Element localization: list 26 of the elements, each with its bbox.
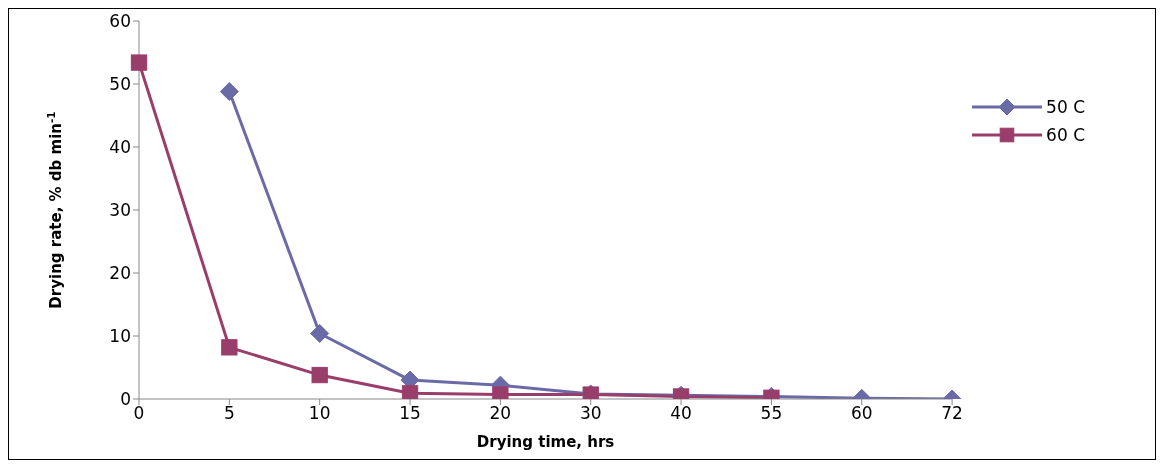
y-tick-label: 20: [109, 263, 131, 284]
point: [401, 385, 419, 399]
y-tick-label: 10: [109, 326, 131, 347]
x-tick-label: 0: [133, 403, 145, 424]
legend-label: 50 C: [1046, 97, 1085, 117]
point: [219, 82, 239, 102]
y-tick-label: 60: [109, 11, 131, 32]
point: [221, 339, 238, 356]
y-tick-label: 50: [109, 74, 131, 95]
x-tick-label: 10: [308, 403, 331, 424]
point: [311, 366, 328, 384]
x-tick-label: 40: [670, 403, 692, 424]
y-tick-label: 40: [109, 137, 131, 158]
x-tick-label: 15: [399, 403, 421, 424]
x-tick-label: 60: [850, 403, 873, 424]
x-tick-label: 72: [941, 403, 963, 424]
x-axis-title: Drying time, hrs: [476, 433, 615, 451]
y-tick-label: 0: [120, 389, 131, 410]
x-tick-label: 20: [489, 403, 512, 424]
x-tick-label: 55: [760, 403, 783, 424]
x-tick-label: 30: [579, 403, 602, 424]
point: [130, 54, 148, 71]
point: [310, 323, 330, 343]
legend-label: 60 C: [1046, 125, 1085, 145]
y-tick-label: 30: [109, 200, 131, 221]
x-tick-label: 5: [223, 403, 235, 424]
